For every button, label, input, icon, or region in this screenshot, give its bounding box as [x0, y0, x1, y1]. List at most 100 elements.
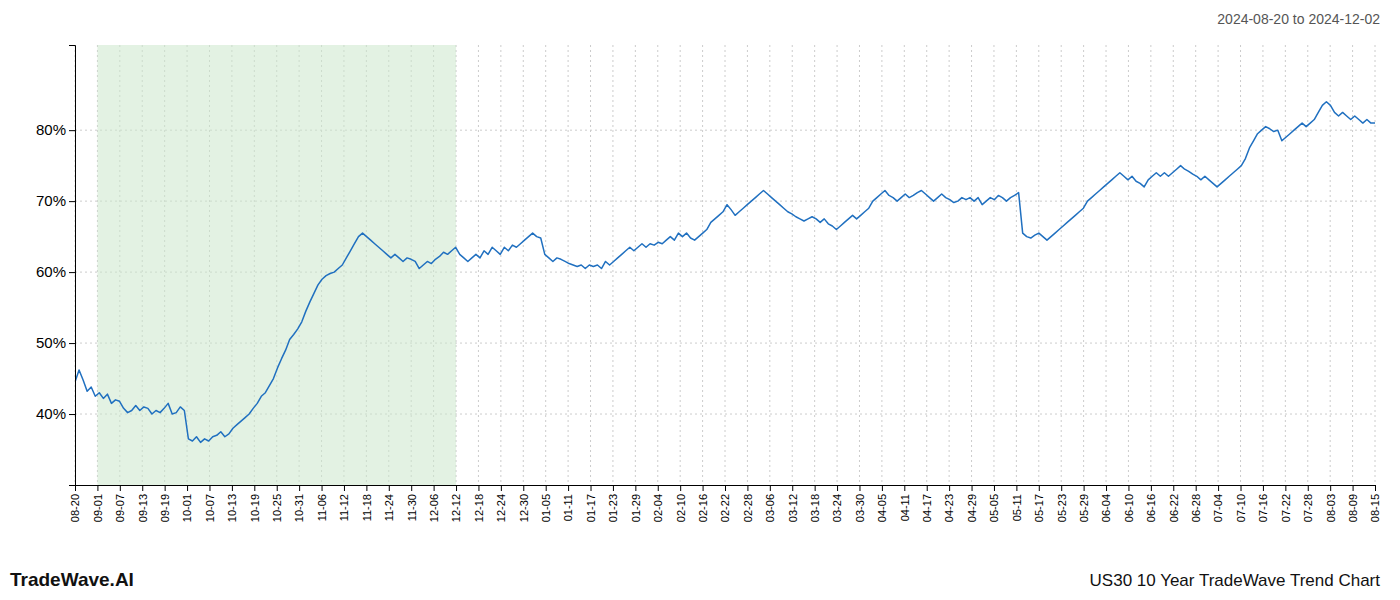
x-tick-mark: [501, 485, 502, 491]
x-tick-label: 01-29: [630, 494, 642, 522]
x-tick-mark: [254, 485, 255, 491]
annotation: TradeWave.AI: [10, 569, 134, 590]
x-grid-line: [1218, 45, 1219, 485]
x-tick-label: 05-05: [988, 494, 1000, 522]
x-tick-label: 05-29: [1078, 494, 1090, 522]
x-grid-line: [1330, 45, 1331, 485]
x-tick-mark: [1196, 485, 1197, 491]
x-tick: 01-17: [585, 485, 597, 522]
x-tick-label: 07-04: [1212, 494, 1224, 522]
x-tick-label: 01-23: [607, 494, 619, 522]
x-tick: 02-10: [675, 485, 687, 522]
plot-area: [75, 45, 1375, 485]
x-tick: 03-12: [787, 485, 799, 522]
y-tick: 40%: [36, 405, 75, 422]
x-tick-label: 02-22: [719, 494, 731, 522]
y-tick: 80%: [36, 121, 75, 138]
x-tick: 12-12: [450, 485, 462, 522]
subtitle: 2024-08-20 to 2024-12-02: [1217, 11, 1380, 27]
x-tick-mark: [322, 485, 323, 491]
x-tick-mark: [546, 485, 547, 491]
x-tick: 01-11: [562, 485, 574, 521]
x-tick-mark: [1173, 485, 1174, 491]
x-grid-line: [1195, 45, 1196, 485]
x-tick: 05-29: [1078, 485, 1090, 522]
x-tick: 09-07: [114, 485, 126, 522]
x-tick-mark: [478, 485, 479, 491]
x-tick: 04-11: [899, 485, 911, 521]
x-tick-label: 08-15: [1369, 494, 1381, 522]
x-tick: 03-24: [831, 485, 843, 522]
x-tick-mark: [994, 485, 995, 491]
x-tick-mark: [1039, 485, 1040, 491]
x-tick-mark: [523, 485, 524, 491]
x-tick-mark: [187, 485, 188, 491]
x-tick: 09-19: [159, 485, 171, 522]
y-tick-label: 40%: [36, 405, 66, 422]
x-tick: 10-13: [226, 485, 238, 522]
x-tick: 07-28: [1302, 485, 1314, 522]
x-tick-mark: [389, 485, 390, 491]
x-axis-line: [76, 486, 1376, 492]
x-tick-mark: [120, 485, 121, 491]
x-grid-line: [769, 45, 770, 485]
x-tick-label: 04-05: [876, 494, 888, 522]
x-grid-line: [1240, 45, 1241, 485]
x-tick-mark: [837, 485, 838, 491]
y-tick-mark: [69, 130, 75, 131]
y-tick-label: 80%: [36, 121, 66, 138]
x-tick: 02-28: [742, 485, 754, 522]
x-grid-line: [680, 45, 681, 485]
x-tick-label: 07-10: [1235, 494, 1247, 522]
x-tick-mark: [815, 485, 816, 491]
x-tick: 08-20: [69, 485, 81, 522]
x-tick-mark: [972, 485, 973, 491]
x-tick-mark: [411, 485, 412, 491]
x-tick: 12-18: [473, 485, 485, 522]
x-tick-label: 03-18: [809, 494, 821, 522]
x-tick-mark: [366, 485, 367, 491]
y-tick-mark: [69, 414, 75, 415]
x-grid-line: [1128, 45, 1129, 485]
x-tick-mark: [1061, 485, 1062, 491]
x-tick: 01-23: [607, 485, 619, 522]
x-tick-mark: [792, 485, 793, 491]
x-tick-mark: [882, 485, 883, 491]
x-grid-line: [478, 45, 479, 485]
x-tick: 05-17: [1033, 485, 1045, 522]
x-tick: 01-29: [630, 485, 642, 522]
x-tick-mark: [658, 485, 659, 491]
x-tick-label: 02-04: [652, 494, 664, 522]
y-axis: 40%50%60%70%80%: [36, 46, 76, 486]
x-tick-label: 02-28: [742, 494, 754, 522]
x-tick-label: 09-01: [92, 494, 104, 522]
x-tick-label: 02-10: [675, 494, 687, 522]
y-tick: 70%: [36, 192, 75, 209]
x-tick-mark: [232, 485, 233, 491]
x-tick: 06-28: [1190, 485, 1202, 522]
x-tick: 06-04: [1100, 485, 1112, 522]
x-tick: 12-30: [518, 485, 530, 522]
x-tick-label: 04-17: [921, 494, 933, 522]
trend-line: [75, 102, 1375, 443]
x-grid-line: [1262, 45, 1263, 485]
x-tick: 06-16: [1145, 485, 1157, 522]
x-tick: 05-05: [988, 485, 1000, 522]
x-tick-mark: [142, 485, 143, 491]
x-tick: 11-24: [383, 485, 395, 521]
x-tick-mark: [1151, 485, 1152, 491]
x-axis: 08-2009-0109-0709-1309-1910-0110-0710-13…: [69, 485, 1381, 522]
x-tick-mark: [209, 485, 210, 491]
x-tick: 11-12: [338, 485, 350, 521]
x-tick-label: 10-07: [204, 494, 216, 522]
y-tick-mark: [69, 201, 75, 202]
x-tick-label: 06-28: [1190, 494, 1202, 522]
x-tick-mark: [1308, 485, 1309, 491]
x-tick: 09-13: [137, 485, 149, 522]
x-tick: 02-04: [652, 485, 664, 522]
x-tick: 04-17: [921, 485, 933, 522]
x-tick: 05-23: [1056, 485, 1068, 522]
x-tick-label: 03-12: [787, 494, 799, 522]
x-grid-line: [657, 45, 658, 485]
x-tick-mark: [1016, 485, 1017, 491]
